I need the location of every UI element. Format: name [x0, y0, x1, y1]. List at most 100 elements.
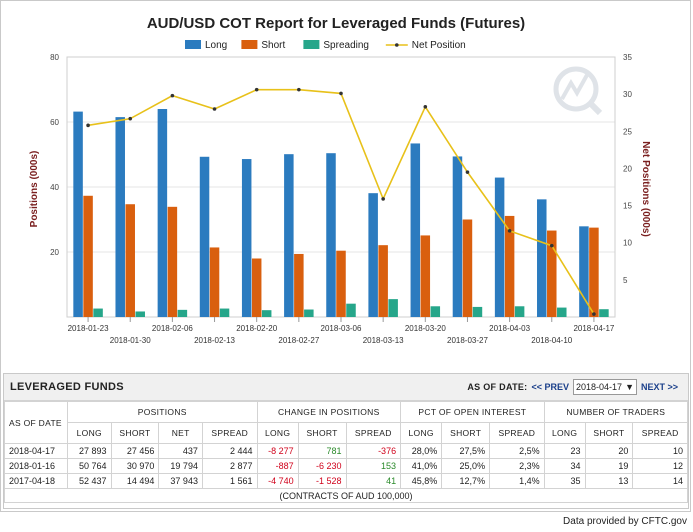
bar-short	[167, 206, 178, 317]
cell-long: 50 764	[67, 458, 112, 474]
cell-pct-short: 27,5%	[441, 443, 491, 459]
x-tick-label: 2018-02-13	[194, 336, 235, 345]
x-tick-label: 2018-03-13	[363, 336, 404, 345]
next-link[interactable]: NEXT >>	[640, 382, 678, 392]
net-position-point	[297, 87, 301, 92]
bar-short	[209, 247, 220, 317]
legend-swatch-short	[241, 40, 258, 49]
bar-short	[294, 253, 304, 317]
y2-tick-label: 10	[623, 239, 632, 248]
x-tick-label: 2018-01-23	[68, 324, 109, 333]
y-tick-label: 60	[50, 118, 59, 127]
cell-net: 19 794	[158, 458, 203, 474]
cell-tr-spread: 14	[632, 473, 688, 489]
net-position-point	[254, 87, 259, 92]
col-pos-spread: SPREAD	[201, 422, 258, 444]
y-tick-label: 40	[50, 183, 59, 192]
legend-label: Spreading	[323, 40, 369, 51]
chart-bars	[73, 109, 609, 317]
positions-table: AS OF DATE POSITIONS CHANGE IN POSITIONS…	[4, 401, 689, 503]
cell-chg-short: 781	[297, 443, 347, 459]
bar-short	[336, 250, 346, 317]
cell-pct-long: 45,8%	[400, 473, 443, 489]
net-position-point	[465, 170, 470, 174]
bar-spreading	[514, 306, 525, 317]
cell-spread: 1 561	[201, 473, 258, 489]
x-tick-label: 2018-04-03	[489, 324, 530, 333]
bar-spreading	[472, 306, 483, 317]
prev-link[interactable]: << PREV	[531, 382, 570, 392]
bar-spreading	[93, 308, 103, 317]
date-navigator: AS OF DATE: << PREV 2018-04-17 ▼ NEXT >>	[467, 379, 678, 395]
x-tick-label: 2018-01-30	[110, 336, 151, 345]
bar-long	[115, 117, 125, 317]
col-chg-short: SHORT	[297, 422, 347, 444]
x-tick-label: 2018-03-27	[447, 336, 488, 345]
bar-short	[125, 204, 135, 317]
bar-short	[504, 215, 515, 317]
net-position-point	[381, 197, 385, 201]
chart-grid	[67, 56, 615, 253]
bar-spreading	[599, 309, 609, 317]
bar-long	[199, 156, 210, 317]
col-pos-net: NET	[158, 422, 203, 444]
bar-long	[157, 109, 168, 317]
chart-legend[interactable]: Long Short Spreading Net Position	[185, 40, 466, 51]
legend-label: Net Position	[412, 40, 466, 51]
cell-net: 37 943	[158, 473, 203, 489]
y2-tick-label: 5	[623, 276, 628, 285]
date-select-value: 2018-04-17	[576, 382, 623, 392]
cell-short: 30 970	[110, 458, 160, 474]
cell-date: 2018-01-16	[4, 458, 68, 474]
bar-short	[378, 245, 388, 317]
cell-chg-short: -1 528	[297, 473, 347, 489]
widget-frame	[0, 0, 691, 512]
bar-long	[368, 193, 378, 317]
bar-spreading	[177, 309, 188, 317]
legend-swatch-long	[185, 40, 201, 49]
leveraged-funds-table: LEVERAGED FUNDS AS OF DATE: << PREV 2018…	[3, 373, 689, 509]
cell-pct-long: 28,0%	[400, 443, 443, 459]
group-change: CHANGE IN POSITIONS	[256, 401, 402, 423]
net-position-point	[128, 116, 133, 121]
col-pos-long: LONG	[67, 422, 112, 444]
bar-short	[462, 219, 473, 317]
bar-long	[326, 153, 336, 317]
col-asof-date: AS OF DATE	[4, 401, 68, 444]
net-position-point	[423, 104, 428, 109]
cell-chg-long: -887	[256, 458, 299, 474]
cell-pct-short: 12,7%	[441, 473, 491, 489]
bar-short	[589, 227, 599, 317]
bar-long	[537, 199, 547, 317]
bar-short	[547, 230, 557, 317]
bar-long	[284, 154, 294, 317]
y2-tick-label: 20	[623, 164, 632, 173]
bar-short	[83, 195, 93, 317]
net-position-point	[592, 312, 596, 316]
y-axis-label: Positions (000s)	[29, 151, 40, 228]
cell-tr-spread: 10	[632, 443, 688, 459]
logo-watermark	[553, 66, 603, 116]
net-position-point	[170, 93, 175, 98]
col-pct-spread: SPREAD	[489, 422, 545, 444]
net-position-point	[507, 229, 512, 233]
y2-tick-label: 25	[623, 127, 632, 136]
x-tick-label: 2018-04-10	[531, 336, 572, 345]
bar-spreading	[261, 310, 272, 317]
cell-chg-spread: -376	[345, 443, 402, 459]
bar-spreading	[430, 306, 441, 317]
chart-title: AUD/USD COT Report for Leveraged Funds (…	[147, 15, 525, 32]
date-select[interactable]: 2018-04-17 ▼	[573, 379, 637, 395]
y2-axis-label: Net Positions (000s)	[640, 141, 651, 237]
x-tick-label: 2018-02-06	[152, 324, 193, 333]
bar-short	[420, 235, 431, 317]
col-pct-long: LONG	[400, 422, 443, 444]
net-position-point	[212, 107, 217, 111]
col-tr-short: SHORT	[584, 422, 634, 444]
cell-pct-spread: 2,5%	[489, 443, 545, 459]
cell-tr-short: 19	[584, 458, 634, 474]
group-traders: NUMBER OF TRADERS	[543, 401, 689, 423]
net-position-line	[86, 87, 596, 316]
cell-pct-spread: 2,3%	[489, 458, 545, 474]
cell-spread: 2 444	[201, 443, 258, 459]
